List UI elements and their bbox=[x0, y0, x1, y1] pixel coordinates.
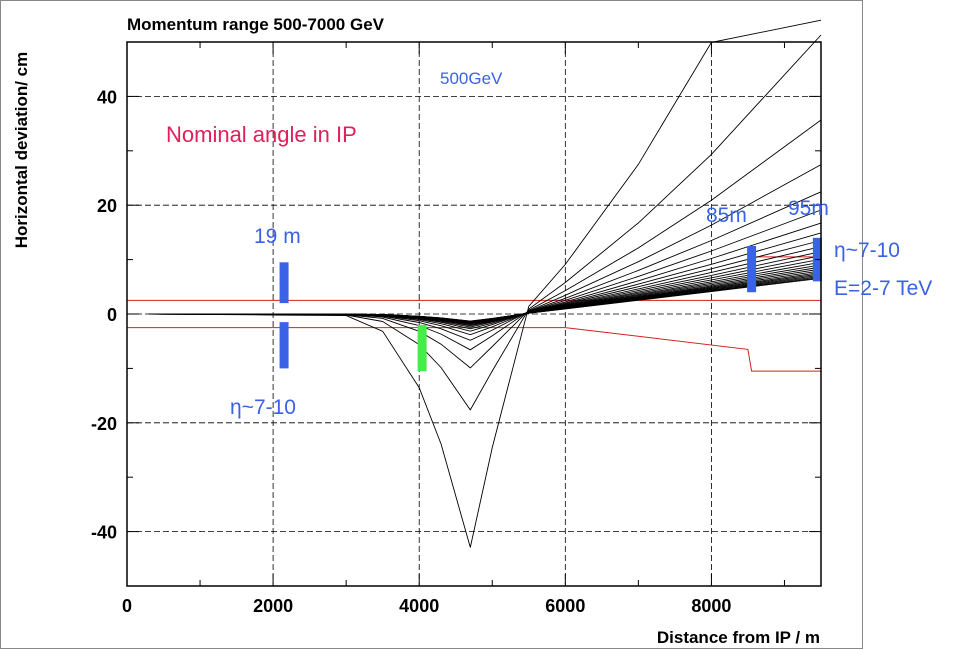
figure-border bbox=[0, 0, 863, 649]
x-axis-label: Distance from IP / m bbox=[657, 628, 820, 647]
y-tick-label: -40 bbox=[91, 523, 117, 543]
detector-marker bbox=[279, 262, 289, 304]
detector-marker bbox=[417, 324, 427, 372]
y-tick-label: 0 bbox=[107, 305, 117, 325]
x-tick-label: 0 bbox=[122, 596, 132, 616]
trajectory-line bbox=[148, 19, 822, 548]
grid-lines bbox=[127, 42, 821, 586]
axis-ticks bbox=[126, 41, 821, 587]
label-eta-left: η~7-10 bbox=[230, 396, 296, 419]
trajectory-line bbox=[148, 119, 822, 369]
label-energy-range: E=2-7 TeV bbox=[834, 277, 932, 300]
detector-marker bbox=[747, 246, 757, 293]
trajectory-line bbox=[148, 209, 822, 336]
axis-tick-labels: 0 2000 4000 6000 8000 40 20 0 -20 -40 bbox=[91, 87, 731, 616]
label-eta-right: η~7-10 bbox=[834, 239, 900, 262]
y-tick-label: 40 bbox=[97, 87, 117, 107]
y-tick-label: 20 bbox=[97, 196, 117, 216]
x-tick-label: 2000 bbox=[253, 596, 293, 616]
label-500gev: 500GeV bbox=[440, 69, 503, 88]
label-95m: 95m bbox=[788, 197, 829, 220]
y-tick-label: -20 bbox=[91, 414, 117, 434]
y-axis-label: Horizontal deviation/ cm bbox=[12, 52, 31, 248]
x-tick-label: 4000 bbox=[399, 596, 439, 616]
label-85m: 85m bbox=[706, 204, 747, 227]
chart-title: Momentum range 500-7000 GeV bbox=[127, 15, 385, 34]
x-tick-label: 6000 bbox=[545, 596, 585, 616]
nominal-angle-annotation: Nominal angle in IP bbox=[166, 122, 357, 147]
trajectory-lines bbox=[148, 19, 822, 548]
label-19m: 19 m bbox=[254, 225, 301, 248]
detector-marker bbox=[279, 322, 289, 369]
trajectory-line bbox=[148, 277, 822, 322]
x-tick-label: 8000 bbox=[691, 596, 731, 616]
